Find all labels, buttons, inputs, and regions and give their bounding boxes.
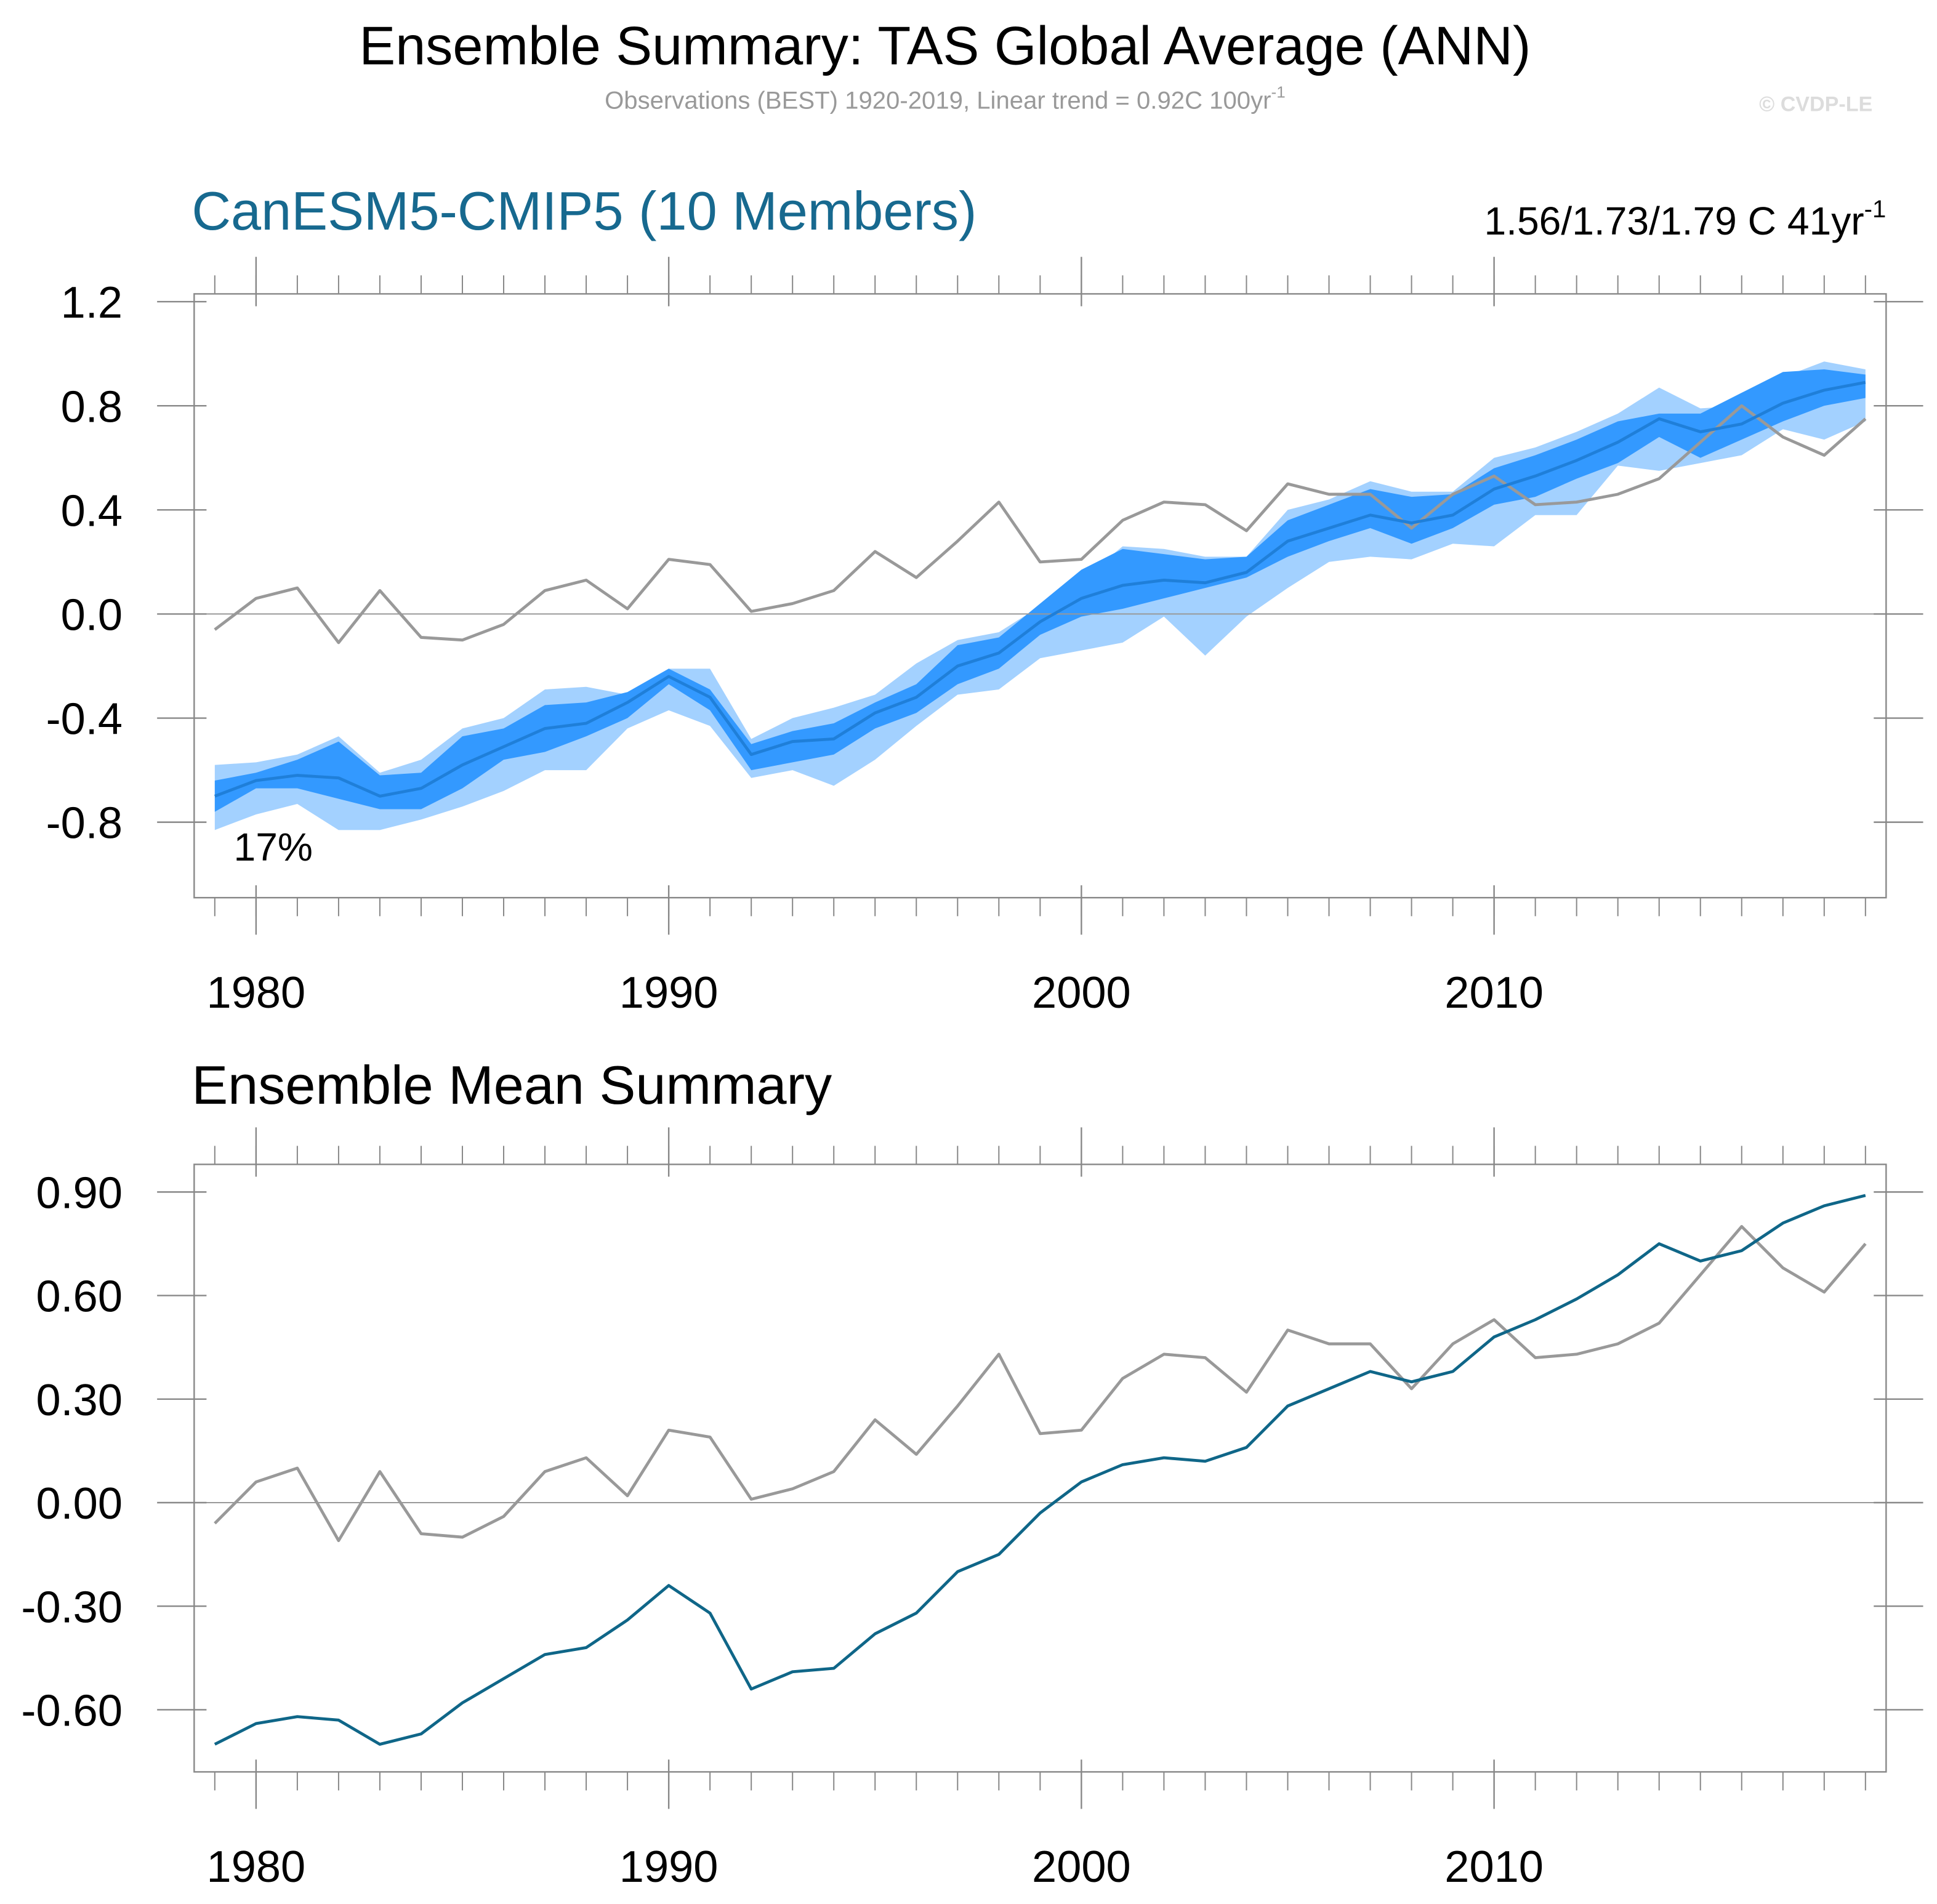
x-tick-label: 1980 <box>207 1842 306 1892</box>
y-tick-label: 0.8 <box>61 382 123 432</box>
plot-area <box>194 1194 1887 1746</box>
x-tick-label: 2010 <box>1444 968 1544 1018</box>
trend-superscript: -1 <box>1864 196 1887 223</box>
series-line <box>214 404 1867 645</box>
y-tick-label: 1.2 <box>61 278 123 327</box>
band <box>214 369 1866 812</box>
y-tick-label: 0.90 <box>36 1168 123 1218</box>
y-tick-label: -0.4 <box>46 695 123 744</box>
annotation: 17% <box>234 825 313 869</box>
subtitle-superscript: -1 <box>1271 82 1286 101</box>
panel-title: CanESM5-CMIP5 (10 Members) <box>191 180 977 241</box>
y-tick-label: 0.0 <box>61 590 123 640</box>
x-tick-label: 2000 <box>1032 1842 1131 1892</box>
x-tick-label: 1990 <box>619 968 719 1018</box>
y-tick-label: 0.60 <box>36 1272 123 1322</box>
subtitle-text: Observations (BEST) 1920-2019, Linear tr… <box>605 87 1271 114</box>
credit: © CVDP-LE <box>1759 93 1872 116</box>
y-tick-label: -0.8 <box>46 799 123 848</box>
y-tick-label: -0.60 <box>21 1687 123 1736</box>
y-tick-label: -0.30 <box>21 1583 123 1632</box>
y-tick-label: 0.30 <box>36 1376 123 1425</box>
y-tick-label: 0.4 <box>61 486 123 536</box>
series-line <box>214 1194 1866 1746</box>
x-tick-label: 1980 <box>207 968 306 1018</box>
series-line <box>214 1225 1867 1543</box>
main-title: Ensemble Summary: TAS Global Average (AN… <box>359 15 1531 76</box>
x-tick-label: 2000 <box>1032 968 1131 1018</box>
plot-frame <box>193 1163 1887 1773</box>
subtitle: Observations (BEST) 1920-2019, Linear tr… <box>605 82 1286 114</box>
trend-text: 1.56/1.73/1.79 C 41yr <box>1484 199 1864 243</box>
panel-title: Ensemble Mean Summary <box>191 1054 832 1115</box>
trend-label: 1.56/1.73/1.79 C 41yr-1 <box>1484 196 1886 243</box>
x-tick-label: 2010 <box>1444 1842 1544 1892</box>
plot-area <box>194 361 1887 830</box>
x-tick-label: 1990 <box>619 1842 719 1892</box>
y-tick-label: 0.00 <box>36 1479 123 1528</box>
series-line <box>214 380 1866 798</box>
